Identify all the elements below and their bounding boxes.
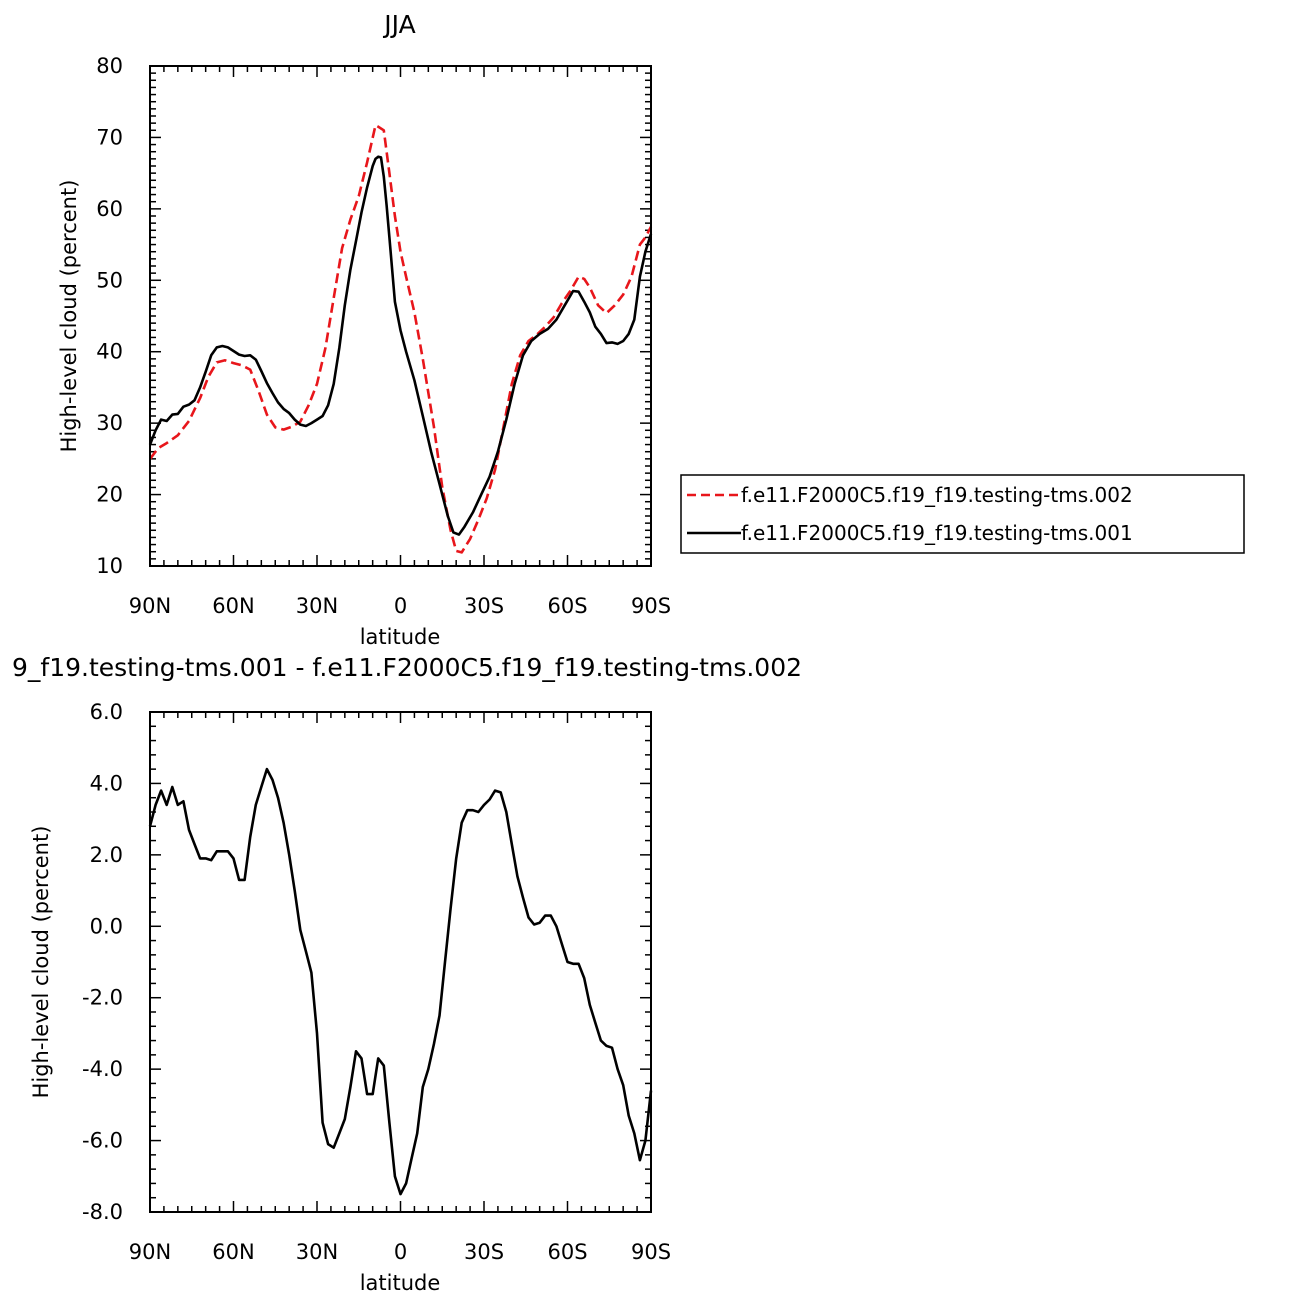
top-x-tick-label: 90N: [129, 594, 171, 618]
bottom-y-tick-label: -6.0: [82, 1129, 123, 1153]
bottom-x-tick-label: 30N: [296, 1240, 338, 1264]
bottom-x-tick-label: 90S: [631, 1240, 671, 1264]
top-y-tick-label: 60: [96, 197, 123, 221]
bottom-panel-x-axis-label: latitude: [360, 1271, 441, 1295]
bottom-y-tick-label: 4.0: [90, 771, 123, 795]
top-y-tick-label: 80: [96, 54, 123, 78]
top-series-line-1: [148, 124, 653, 554]
legend-label-series-2: f.e11.F2000C5.f19_f19.testing-tms.001: [741, 521, 1133, 545]
top-panel: JJA 90N 60N 30N 0 30S 60S 90S1020304050607080 …: [57, 10, 1245, 649]
bottom-panel-title: 9_f19.testing-tms.001 - f.e11.F2000C5.f1…: [12, 653, 802, 682]
bottom-x-tick-label: 60S: [547, 1240, 587, 1264]
top-x-tick-label: 30N: [296, 594, 338, 618]
bottom-panel-series: [148, 767, 653, 1196]
bottom-x-tick-label: 60N: [212, 1240, 254, 1264]
top-panel-ticks: [149, 65, 652, 567]
top-y-tick-label: 50: [96, 268, 123, 292]
legend-label-series-1: f.e11.F2000C5.f19_f19.testing-tms.002: [741, 483, 1133, 507]
legend-box: [680, 474, 1245, 554]
bottom-panel: 9_f19.testing-tms.001 - f.e11.F2000C5.f1…: [12, 653, 802, 1295]
top-panel-series: [148, 124, 653, 554]
top-y-tick-label: 20: [96, 483, 123, 507]
top-panel-tick-labels: 90N 60N 30N 0 30S 60S 90S 10 20 30 40 50 60 70 80: [96, 54, 671, 618]
top-x-tick-label: 30S: [464, 594, 504, 618]
top-y-tick-label: 10: [96, 554, 123, 578]
top-y-tick-label: 30: [96, 411, 123, 435]
top-x-tick-label: 0: [394, 594, 407, 618]
bottom-y-tick-label: 2.0: [90, 843, 123, 867]
top-y-tick-label: 40: [96, 340, 123, 364]
bottom-panel-tick-labels: 90N 60N 30N 0 30S 60S 90S -8.0 -6.0 -4.0 -2.0 0.0 2.…: [82, 700, 671, 1264]
top-x-tick-label: 90S: [631, 594, 671, 618]
bottom-x-tick-label: 30S: [464, 1240, 504, 1264]
top-panel-frame: [149, 65, 652, 567]
bottom-y-tick-label: -4.0: [82, 1057, 123, 1081]
bottom-y-tick-label: -8.0: [82, 1200, 123, 1224]
top-y-tick-label: 70: [96, 125, 123, 149]
bottom-y-tick-label: 0.0: [90, 914, 123, 938]
top-series-line-2: [148, 155, 653, 536]
legend: f.e11.F2000C5.f19_f19.testing-tms.002 f.…: [680, 474, 1245, 554]
bottom-panel-y-axis-label: High-level cloud (percent): [29, 826, 53, 1099]
top-x-tick-label: 60N: [212, 594, 254, 618]
bottom-x-tick-label: 90N: [129, 1240, 171, 1264]
bottom-panel-frame: [149, 711, 652, 1213]
top-x-tick-label: 60S: [547, 594, 587, 618]
top-panel-title: JJA: [382, 10, 415, 39]
bottom-x-tick-label: 0: [394, 1240, 407, 1264]
top-panel-x-axis-label: latitude: [360, 625, 441, 649]
bottom-y-tick-label: 6.0: [90, 700, 123, 724]
bottom-y-tick-label: -2.0: [82, 986, 123, 1010]
bottom-series-line-1: [148, 767, 653, 1196]
bottom-panel-ticks: [149, 711, 652, 1213]
top-panel-y-axis-label: High-level cloud (percent): [57, 180, 81, 453]
